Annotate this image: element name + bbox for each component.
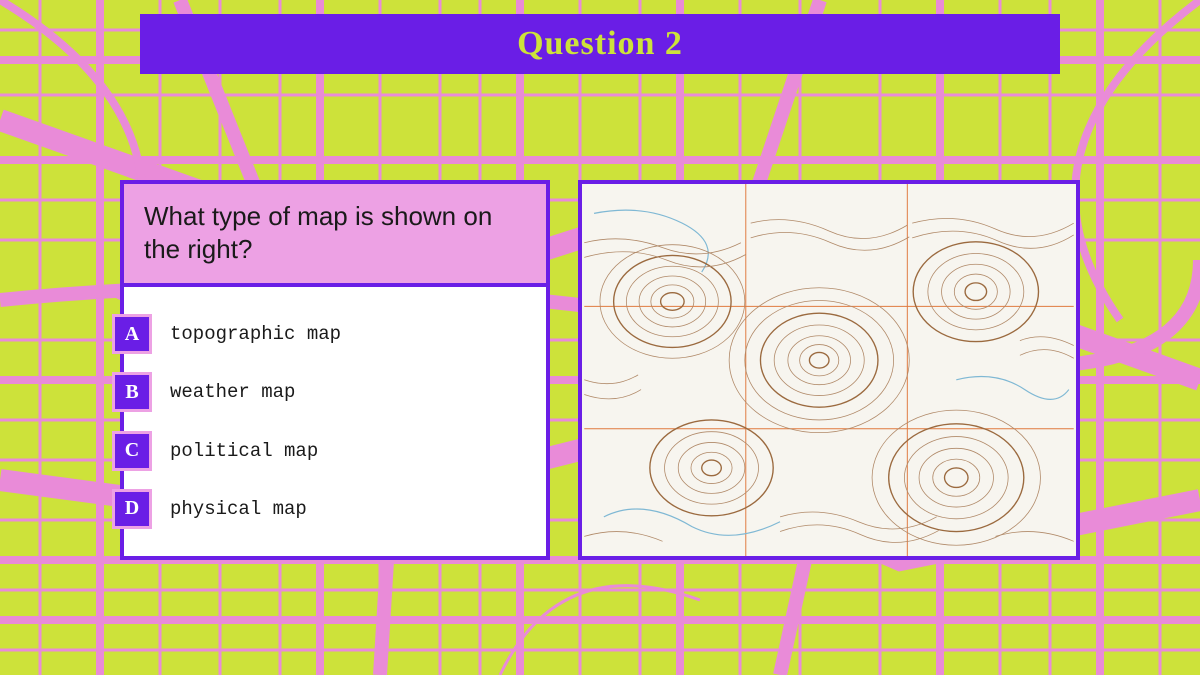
- option-letter: B: [125, 381, 138, 404]
- option-badge-b: B: [112, 372, 152, 412]
- option-c[interactable]: C political map: [124, 431, 526, 471]
- option-badge-a: A: [112, 314, 152, 354]
- option-letter: C: [125, 439, 139, 462]
- option-letter: A: [125, 323, 139, 346]
- option-badge-d: D: [112, 489, 152, 529]
- option-text: topographic map: [170, 323, 341, 345]
- question-title: Question 2: [517, 25, 683, 63]
- question-prompt-text: What type of map is shown on the right?: [144, 200, 526, 265]
- question-prompt-box: What type of map is shown on the right?: [124, 184, 546, 287]
- options-list: A topographic map B weather map C politi…: [124, 287, 546, 556]
- option-d[interactable]: D physical map: [124, 489, 526, 529]
- option-badge-c: C: [112, 431, 152, 471]
- question-header: Question 2: [140, 14, 1060, 74]
- topographic-map-image: [578, 180, 1080, 560]
- option-text: weather map: [170, 381, 295, 403]
- option-text: political map: [170, 440, 318, 462]
- option-letter: D: [125, 497, 139, 520]
- question-card: What type of map is shown on the right? …: [120, 180, 550, 560]
- option-text: physical map: [170, 498, 307, 520]
- option-a[interactable]: A topographic map: [124, 314, 526, 354]
- option-b[interactable]: B weather map: [124, 372, 526, 412]
